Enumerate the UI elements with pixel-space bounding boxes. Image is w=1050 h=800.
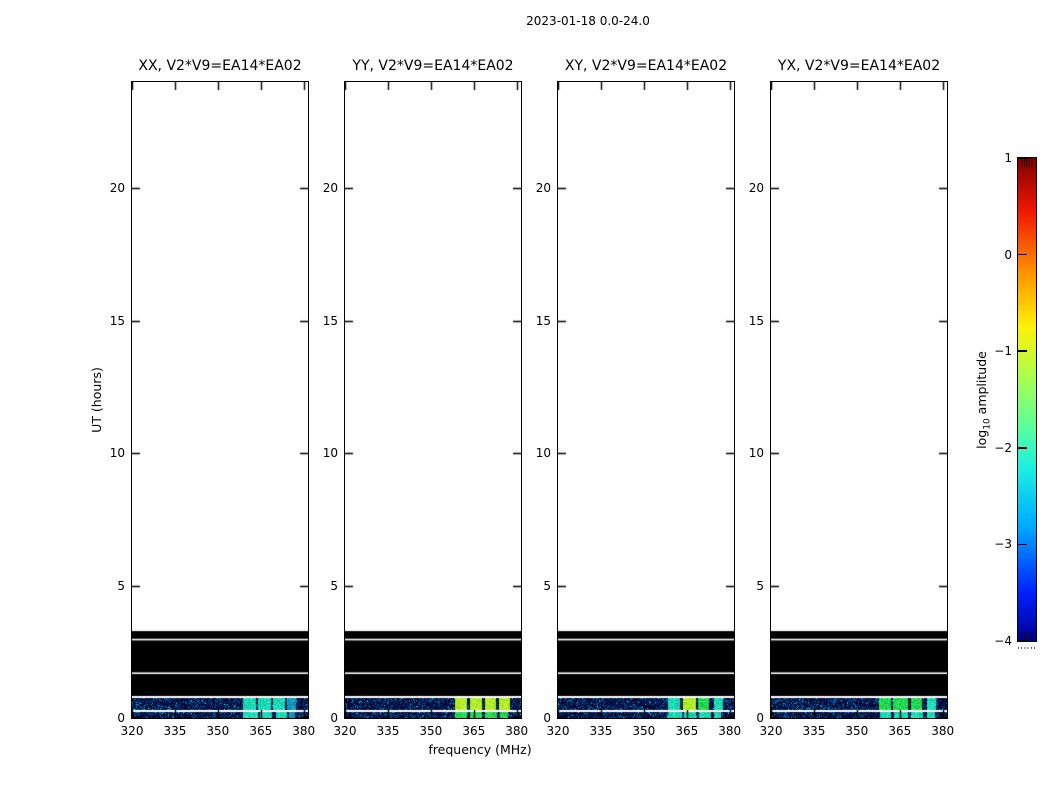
y-tick-label: 0 <box>543 711 551 725</box>
colorbar-tick-label: 1 <box>1004 151 1012 165</box>
colorbar-tick <box>1018 447 1027 449</box>
colorbar-tick-label: 0 <box>1004 247 1012 262</box>
y-tick-label: 20 <box>109 181 125 195</box>
colorbar <box>1017 157 1037 642</box>
y-axis-label: UT (hours) <box>89 367 104 433</box>
x-tick-label: 365 <box>462 724 486 738</box>
x-tick-label: 365 <box>249 724 273 738</box>
colorbar-tick-label: −2 <box>994 440 1012 455</box>
y-tick-label: 10 <box>322 446 338 460</box>
y-tick-label: 15 <box>748 313 764 328</box>
y-tick-label: 5 <box>543 578 551 593</box>
colorbar-top-hatch-marks <box>1020 158 1033 167</box>
y-tick-label: 0 <box>117 711 125 725</box>
y-tick-label: 10 <box>535 446 551 460</box>
y-tick-label: 15 <box>109 313 125 328</box>
y-tick-label: 20 <box>748 181 764 195</box>
x-tick-label: 335 <box>802 724 826 738</box>
spectrogram-canvas-xx <box>132 82 308 718</box>
panel-title-yx: YX, V2*V9=EA14*EA02 <box>777 58 941 74</box>
colorbar-tick <box>1018 350 1027 352</box>
x-tick-label: 380 <box>505 724 529 738</box>
y-tick-label: 15 <box>322 313 338 328</box>
y-tick-label: 5 <box>117 578 125 593</box>
x-tick-label: 350 <box>632 724 656 738</box>
y-tick-label: 0 <box>330 711 338 725</box>
spectrogram-canvas-yx <box>771 82 947 718</box>
x-tick-label: 320 <box>333 724 357 738</box>
x-axis-label: frequency (MHz) <box>428 742 532 757</box>
colorbar-tick <box>1018 253 1027 256</box>
spectrogram-canvas-xy <box>558 82 734 718</box>
y-tick-label: 5 <box>756 578 764 593</box>
colorbar-bottom-hatch-marks <box>1020 632 1033 641</box>
panel-xx <box>131 81 309 719</box>
y-tick-label: 10 <box>748 446 764 460</box>
panel-yx <box>770 81 948 719</box>
spectrogram-canvas-yy <box>345 82 521 718</box>
colorbar-tick <box>1018 157 1027 159</box>
colorbar-tick-label: −4 <box>994 634 1012 648</box>
y-tick-label: 15 <box>535 313 551 328</box>
colorbar-tick-label: −1 <box>994 344 1012 359</box>
x-tick-label: 320 <box>546 724 570 738</box>
y-tick-label: 20 <box>322 181 338 195</box>
panel-title-xy: XY, V2*V9=EA14*EA02 <box>564 58 728 74</box>
colorbar-tick <box>1018 543 1027 546</box>
x-tick-label: 320 <box>759 724 783 738</box>
colorbar-dotted-edge <box>1018 647 1037 649</box>
x-tick-label: 365 <box>888 724 912 738</box>
x-tick-label: 335 <box>163 724 187 738</box>
panel-xy <box>557 81 735 719</box>
colorbar-tick <box>1018 640 1027 642</box>
panel-title-yy: YY, V2*V9=EA14*EA02 <box>352 58 514 74</box>
panel-title-xx: XX, V2*V9=EA14*EA02 <box>138 58 302 74</box>
y-tick-label: 5 <box>330 578 338 593</box>
colorbar-tick-label: −3 <box>994 537 1012 552</box>
x-tick-label: 350 <box>206 724 230 738</box>
x-tick-label: 380 <box>292 724 316 738</box>
x-tick-label: 335 <box>376 724 400 738</box>
x-tick-label: 350 <box>845 724 869 738</box>
x-tick-label: 365 <box>675 724 699 738</box>
x-tick-label: 335 <box>589 724 613 738</box>
x-tick-label: 320 <box>120 724 144 738</box>
y-tick-label: 20 <box>535 181 551 195</box>
x-tick-label: 350 <box>419 724 443 738</box>
y-tick-label: 0 <box>756 711 764 725</box>
panel-yy <box>344 81 522 719</box>
x-tick-label: 380 <box>931 724 955 738</box>
y-tick-label: 10 <box>109 446 125 460</box>
figure-title: 2023-01-18 0.0-24.0 <box>526 14 650 28</box>
x-tick-label: 380 <box>718 724 742 738</box>
